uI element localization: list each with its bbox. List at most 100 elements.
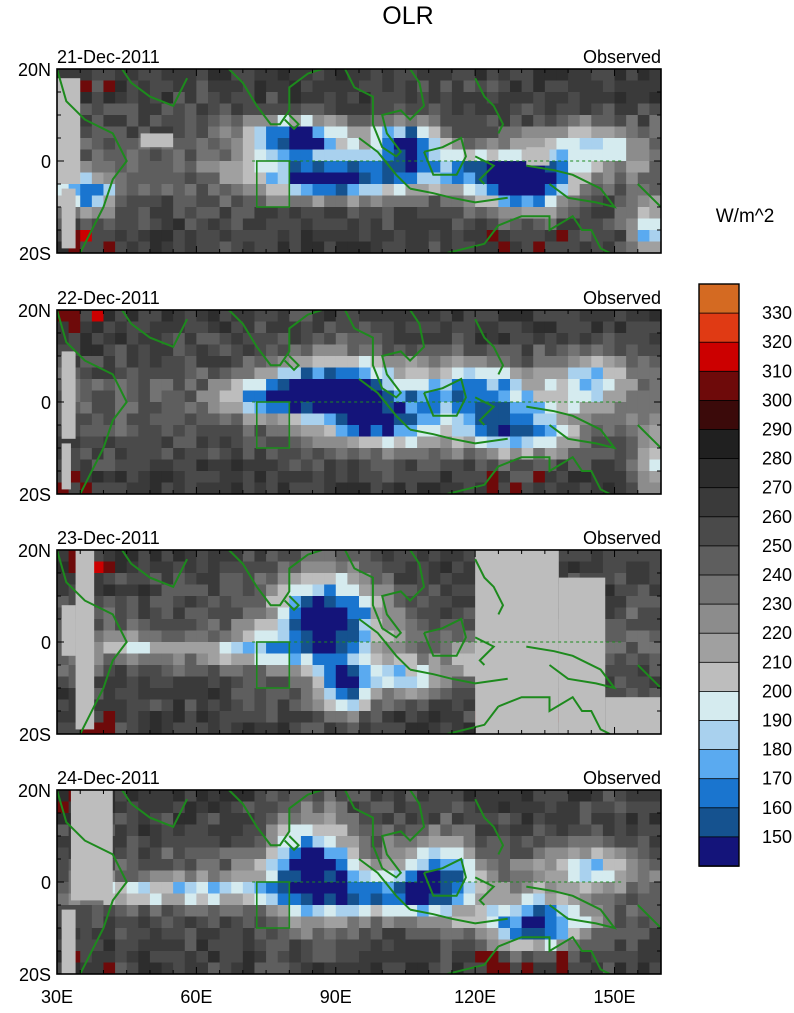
field-cell [510,870,523,883]
field-cell [173,665,186,678]
field-cell [254,630,267,643]
field-cell [440,676,453,689]
field-cell [591,882,604,895]
field-cell [568,813,581,826]
field-cell [428,801,441,814]
field-cell [463,882,476,895]
field-cell [324,161,337,174]
field-cell [347,390,360,403]
field-cell [649,402,661,415]
field-cell [591,790,604,803]
field-cell [219,184,232,197]
field-cell [300,596,314,609]
field-cell [208,607,221,620]
field-cell [335,195,348,208]
field-cell [591,218,604,231]
field-cell [637,459,650,472]
field-cell [161,642,174,655]
field-cell [568,184,581,197]
field-cell [115,103,128,116]
field-cell [626,115,639,128]
field-cell [637,195,650,208]
field-cell [405,859,418,872]
field-cell [626,870,639,883]
field-cell [149,688,163,701]
field-cell [231,962,244,974]
field-cell [103,241,116,253]
field-cell [521,893,534,906]
field-cell [440,425,453,438]
field-cell [254,448,267,461]
field-cell [324,425,337,438]
field-cell [231,665,244,678]
field-cell [277,459,290,472]
field-cell [161,402,174,415]
field-cell [359,344,372,357]
field-cell [231,367,244,380]
field-cell [614,115,627,128]
field-cell [80,218,93,231]
y-tick-label: 20N [18,60,51,80]
field-cell [614,870,627,883]
field-cell [440,230,453,243]
field-cell [440,962,453,974]
field-cell [440,103,453,116]
field-cell [568,847,581,860]
field-cell [498,905,511,918]
field-cell [289,138,302,151]
field-cell [266,642,279,655]
field-cell [242,356,256,369]
field-cell [289,790,302,803]
field-cell [591,550,604,563]
field-cell [521,870,534,883]
field-cell [382,413,395,426]
field-cell [637,436,650,449]
field-cell [254,607,267,620]
field-cell [161,230,174,243]
field-cell [300,916,314,929]
field-cell [277,230,290,243]
field-cell [370,893,383,906]
field-cell [324,184,337,197]
field-cell [614,630,627,643]
field-cell [196,630,209,643]
field-cell [417,642,430,655]
field-cell [428,722,441,734]
field-cell [173,149,186,162]
field-cell [138,344,151,357]
field-cell [266,126,279,139]
field-cell [626,630,639,643]
field-cell [126,801,139,814]
field-cell [568,471,581,484]
field-cell [242,379,256,392]
field-cell [289,630,302,643]
field-cell [138,207,151,220]
field-cell [219,951,232,964]
field-cell [451,126,465,139]
field-cell [428,711,441,724]
field-cell [312,448,325,461]
field-cell [614,928,627,941]
field-cell [533,367,546,380]
field-cell [614,195,627,208]
y-tick-label: 20S [19,725,51,745]
field-cell [312,241,325,253]
field-cell [289,847,302,860]
field-cell [277,425,290,438]
field-cell [126,436,139,449]
field-cell [510,321,523,334]
field-cell [417,790,430,803]
field-cell [626,241,639,253]
field-cell [138,333,151,346]
field-cell [335,425,348,438]
field-cell [510,207,523,220]
field-cell [544,103,558,116]
field-cell [486,92,499,105]
field-cell [602,688,616,701]
field-cell [196,333,209,346]
field-cell [324,448,337,461]
field-cell [254,482,267,494]
field-cell [649,482,661,494]
field-cell [312,344,325,357]
